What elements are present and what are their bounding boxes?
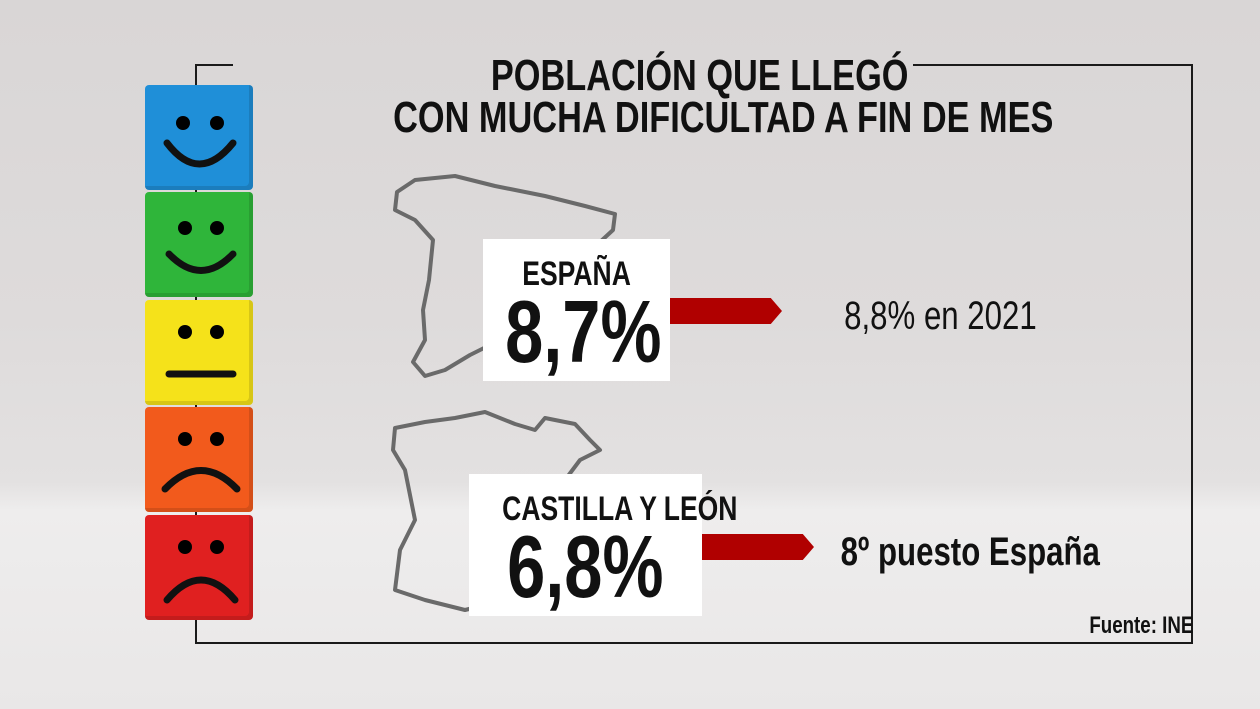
- very-sad-face-icon: [145, 515, 253, 620]
- region-label: CASTILLA Y LEÓN: [502, 490, 738, 528]
- spain-comparison: 8,8% en 2021: [843, 294, 1037, 338]
- spain-arrow: [670, 298, 782, 324]
- very-happy-face-icon: [145, 85, 253, 190]
- region-arrow: [702, 534, 814, 560]
- source-label: Fuente: INE: [1089, 612, 1194, 639]
- frame-top-right: [913, 64, 1193, 66]
- frame-top-left: [195, 64, 233, 66]
- frame-bottom: [195, 642, 1193, 644]
- region-value: 6,8%: [507, 517, 664, 616]
- title-line2: CON MUCHA DIFICULTAD A FIN DE MES: [393, 93, 1054, 142]
- spain-value: 8,7%: [505, 282, 662, 381]
- neutral-face-icon: [145, 300, 253, 405]
- title-line1: POBLACIÓN QUE LLEGÓ: [491, 51, 909, 100]
- spain-label: ESPAÑA: [522, 255, 631, 293]
- frame-right: [1191, 64, 1193, 644]
- region-comparison: 8º puesto España: [840, 530, 1100, 574]
- sad-face-icon: [145, 407, 253, 512]
- happy-face-icon: [145, 192, 253, 297]
- spain-card: ESPAÑA 8,7%: [483, 239, 670, 381]
- region-card: CASTILLA Y LEÓN 6,8%: [469, 474, 738, 616]
